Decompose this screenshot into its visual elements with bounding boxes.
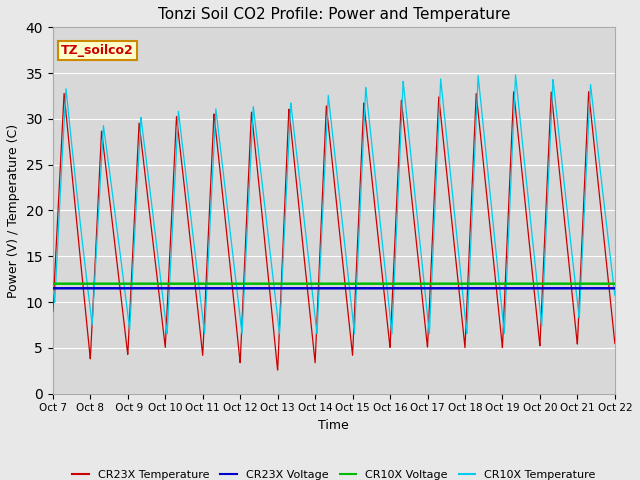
Title: Tonzi Soil CO2 Profile: Power and Temperature: Tonzi Soil CO2 Profile: Power and Temper… [157,7,510,22]
X-axis label: Time: Time [319,419,349,432]
Text: TZ_soilco2: TZ_soilco2 [61,44,134,57]
Y-axis label: Power (V) / Temperature (C): Power (V) / Temperature (C) [7,123,20,298]
Legend: CR23X Temperature, CR23X Voltage, CR10X Voltage, CR10X Temperature: CR23X Temperature, CR23X Voltage, CR10X … [68,465,600,480]
